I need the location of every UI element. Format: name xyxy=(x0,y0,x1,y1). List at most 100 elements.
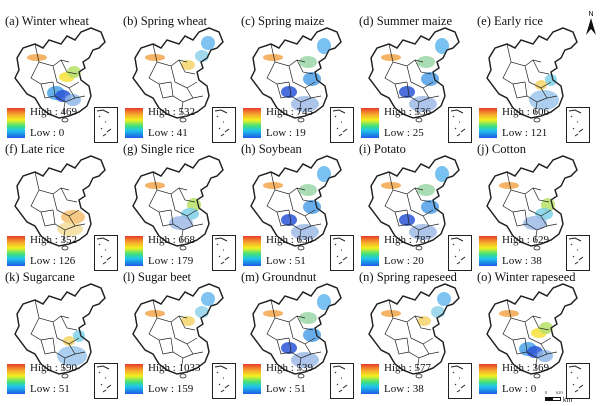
yield-region xyxy=(431,306,445,318)
yield-region xyxy=(545,74,557,86)
china-map xyxy=(250,27,342,123)
yield-region xyxy=(65,94,81,106)
legend-high: High : 577 xyxy=(384,362,432,374)
legend-low: Low : 25 xyxy=(384,127,424,139)
map-panel: (m) Groundnut High : 539 Low : 51 xyxy=(236,270,354,399)
south-china-sea-inset xyxy=(566,363,590,399)
legend-high: High : 539 xyxy=(266,362,314,374)
south-china-sea-inset xyxy=(448,235,472,271)
legend-high: High : 352 xyxy=(30,234,78,246)
yield-region xyxy=(417,316,431,326)
color-ramp-legend xyxy=(243,236,261,266)
legend-low: Low : 38 xyxy=(502,255,542,267)
yield-region xyxy=(263,310,283,317)
scale-unit: km xyxy=(563,397,573,404)
color-ramp-legend xyxy=(479,108,497,138)
color-ramp-legend xyxy=(7,236,25,266)
yield-region xyxy=(61,210,85,224)
map-panel: (e) Early rice High : 606 Low : 121 xyxy=(472,14,590,143)
china-map xyxy=(368,155,460,251)
legend-high: High : 369 xyxy=(502,362,550,374)
yield-region xyxy=(381,182,401,189)
map-panel: (g) Single rice High : 668 Low : 179 xyxy=(118,142,236,271)
south-china-sea-inset xyxy=(448,107,472,143)
yield-region xyxy=(145,182,165,189)
yield-region xyxy=(435,166,449,182)
color-ramp-legend xyxy=(243,364,261,394)
panel-title: (j) Cotton xyxy=(477,142,526,156)
yield-region xyxy=(499,182,519,189)
yield-region xyxy=(299,184,317,196)
china-map xyxy=(486,283,578,379)
color-ramp-legend xyxy=(361,236,379,266)
map-panel: (n) Spring rapeseed High : 577 Low : 38 xyxy=(354,270,472,399)
yield-region xyxy=(169,216,193,230)
yield-region xyxy=(299,312,317,324)
legend-low: Low : 51 xyxy=(30,383,70,395)
south-china-sea-inset xyxy=(566,235,590,271)
yield-region xyxy=(399,214,415,226)
north-arrow-icon: N xyxy=(586,11,596,35)
south-china-sea-inset xyxy=(330,107,354,143)
yield-region xyxy=(281,342,297,354)
yield-region xyxy=(535,80,547,90)
legend-high: High : 536 xyxy=(384,106,432,118)
map-panel: (j) Cotton High : 629 Low : 38 xyxy=(472,142,590,271)
panel-title: (e) Early rice xyxy=(477,14,543,28)
map-panel: (o) Winter rapeseed High : 369 Low : 0 xyxy=(472,270,590,399)
map-panel: (h) Soybean High : 630 Low : 51 xyxy=(236,142,354,271)
yield-region xyxy=(67,66,81,78)
legend-low: Low : 51 xyxy=(266,383,306,395)
legend-low: Low : 41 xyxy=(148,127,188,139)
legend-high: High : 668 xyxy=(148,234,196,246)
legend-low: Low : 51 xyxy=(266,255,306,267)
yield-region xyxy=(539,322,553,334)
china-map xyxy=(486,27,578,123)
yield-region xyxy=(195,50,209,62)
legend-low: Low : 121 xyxy=(502,127,548,139)
yield-region xyxy=(281,214,297,226)
china-map xyxy=(132,27,224,123)
yield-region xyxy=(381,54,401,61)
color-ramp-legend xyxy=(125,364,143,394)
yield-region xyxy=(417,184,435,196)
legend-low: Low : 19 xyxy=(266,127,306,139)
south-china-sea-inset xyxy=(330,235,354,271)
yield-region xyxy=(27,54,47,61)
legend-low: Low : 126 xyxy=(30,255,76,267)
panel-title: (k) Sugarcane xyxy=(5,270,75,284)
color-ramp-legend xyxy=(7,108,25,138)
color-ramp-legend xyxy=(479,236,497,266)
legend-high: High : 630 xyxy=(266,234,314,246)
panel-title: (h) Soybean xyxy=(241,142,302,156)
map-panel: (a) Winter wheat High : 469 Low : 0 xyxy=(0,14,118,143)
legend-high: High : 532 xyxy=(148,106,196,118)
china-map xyxy=(132,283,224,379)
map-panel: (c) Spring maize High : 745 Low : 19 xyxy=(236,14,354,143)
scale-value: 620 xyxy=(556,390,564,395)
map-panel: (d) Summer maize High : 536 Low : 25 xyxy=(354,14,472,143)
china-map xyxy=(486,155,578,251)
yield-region xyxy=(523,216,547,230)
china-map xyxy=(14,27,106,123)
legend-low: Low : 20 xyxy=(384,255,424,267)
yield-region xyxy=(299,56,317,68)
legend-high: High : 1033 xyxy=(148,362,201,374)
color-ramp-legend xyxy=(479,364,497,394)
yield-region xyxy=(317,294,331,310)
panel-title: (c) Spring maize xyxy=(241,14,325,28)
south-china-sea-inset xyxy=(330,363,354,399)
yield-region xyxy=(435,38,449,54)
scale-bar: 0 620 km xyxy=(545,390,573,404)
yield-region xyxy=(145,54,165,61)
legend-high: High : 606 xyxy=(502,106,550,118)
yield-region xyxy=(201,36,215,50)
yield-region xyxy=(317,166,331,182)
color-ramp-legend xyxy=(243,108,261,138)
yield-region xyxy=(263,182,283,189)
yield-region xyxy=(499,310,519,317)
china-map xyxy=(14,155,106,251)
map-panel: (f) Late rice High : 352 Low : 126 xyxy=(0,142,118,271)
south-china-sea-inset xyxy=(212,363,236,399)
south-china-sea-inset xyxy=(94,107,118,143)
